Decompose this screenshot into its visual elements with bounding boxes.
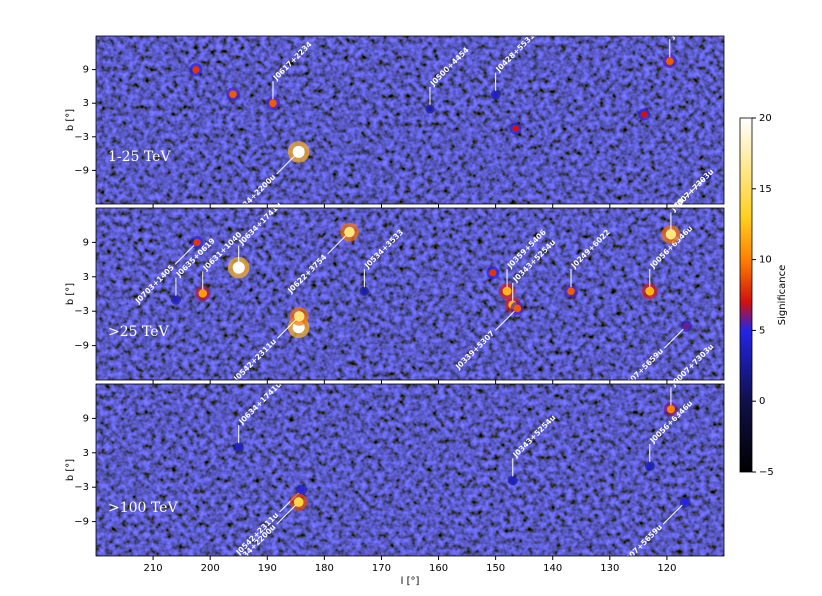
y-axis-label: b [°] [65, 459, 76, 481]
y-tick-label: −3 [74, 482, 89, 493]
panel-title: >100 TeV [108, 500, 178, 516]
source [427, 106, 433, 112]
axes-frame [95, 207, 725, 381]
leader-line [327, 234, 347, 255]
source [646, 463, 653, 469]
leader-line [494, 310, 515, 331]
y-tick-label: 3 [83, 272, 89, 283]
colorbar-tick-label: 15 [759, 184, 772, 195]
source [682, 499, 689, 506]
y-tick-label: 3 [83, 448, 89, 459]
source [666, 405, 675, 414]
hotspot [229, 90, 237, 99]
source [294, 311, 305, 322]
source [645, 286, 655, 296]
colorbar-label: Significance [777, 265, 788, 326]
leader-line [662, 504, 683, 525]
x-axis-label: l [°] [401, 576, 420, 587]
y-axis-label: b [°] [65, 283, 76, 305]
source [513, 304, 522, 313]
source [235, 444, 242, 450]
source [298, 487, 305, 494]
leader-line [276, 504, 297, 525]
hotspot [192, 66, 200, 74]
source [567, 287, 575, 295]
map-background [96, 384, 724, 556]
source [344, 226, 355, 238]
x-tick-label: 140 [543, 563, 562, 574]
source-label: J2323+5854 [668, 0, 711, 41]
y-axis-label: b [°] [65, 109, 76, 131]
y-tick-label: 9 [83, 237, 89, 248]
source [293, 497, 304, 507]
source [173, 296, 179, 303]
source [509, 477, 516, 484]
x-tick-label: 170 [372, 563, 391, 574]
y-tick-label: 9 [83, 413, 89, 424]
hotspot [640, 111, 648, 118]
colorbar [739, 117, 753, 473]
map-background [96, 36, 724, 204]
source [665, 229, 677, 240]
source [683, 322, 690, 330]
panel-title: 1-25 TeV [108, 149, 171, 165]
x-tick-label: 120 [657, 563, 676, 574]
colorbar-tick-label: 0 [759, 396, 765, 407]
leader-line [663, 328, 684, 349]
x-tick-label: 190 [258, 563, 277, 574]
y-tick-label: −9 [74, 165, 89, 176]
y-tick-label: −3 [74, 132, 89, 143]
y-tick-label: −9 [74, 341, 89, 352]
source [502, 286, 512, 296]
x-tick-label: 160 [429, 563, 448, 574]
y-tick-label: 9 [83, 65, 89, 76]
x-tick-label: 150 [486, 563, 505, 574]
colorbar-tick-label: 5 [759, 325, 765, 336]
hotspot [512, 124, 520, 132]
hotspot [489, 269, 497, 277]
axes-frame [95, 35, 725, 205]
leader-line [174, 245, 195, 265]
leader-line [276, 319, 297, 339]
leader-line [276, 154, 297, 175]
y-tick-label: −3 [74, 306, 89, 317]
colorbar-tick-label: 20 [759, 113, 772, 124]
source [665, 57, 674, 65]
axes-frame [95, 383, 725, 557]
x-tick-label: 200 [201, 563, 220, 574]
source [269, 99, 277, 107]
colorbar-tick-label: 10 [759, 255, 772, 266]
x-tick-label: 210 [144, 563, 163, 574]
source [704, 173, 710, 179]
y-tick-label: 3 [83, 98, 89, 109]
x-tick-label: 130 [600, 563, 619, 574]
colorbar-tick-label: −5 [759, 467, 774, 478]
source [232, 261, 245, 274]
y-tick-label: −9 [74, 517, 89, 528]
panel-title: >25 TeV [108, 324, 170, 340]
map-background [96, 208, 724, 380]
source [193, 238, 201, 246]
leader-line [684, 178, 705, 199]
source [361, 288, 367, 294]
x-tick-label: 180 [315, 563, 334, 574]
source [492, 92, 499, 98]
source [198, 289, 207, 298]
